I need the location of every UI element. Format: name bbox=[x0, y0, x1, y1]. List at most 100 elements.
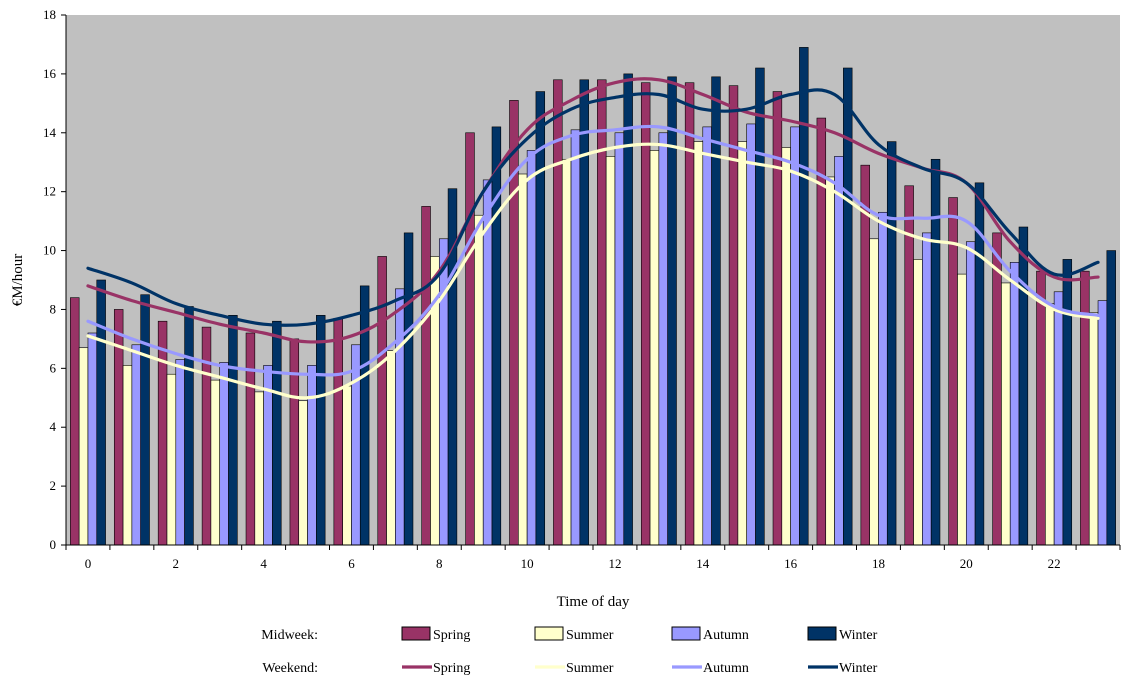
legend-swatch-midweek-winter bbox=[807, 626, 837, 641]
x-tick-label: 18 bbox=[872, 556, 885, 571]
y-tick-label: 0 bbox=[50, 537, 57, 552]
x-tick-label: 14 bbox=[696, 556, 710, 571]
bar-midweek-summer-16 bbox=[781, 147, 791, 546]
legend-label-midweek-summer: Summer bbox=[566, 628, 614, 643]
x-axis-title: Time of day bbox=[557, 594, 630, 610]
bar-midweek-winter-2 bbox=[184, 306, 194, 546]
y-axis-title: €M/hour bbox=[10, 254, 26, 307]
bar-midweek-summer-15 bbox=[737, 141, 748, 546]
y-tick-label: 4 bbox=[50, 419, 57, 434]
y-tick-label: 12 bbox=[43, 184, 56, 199]
bar-midweek-summer-13 bbox=[649, 150, 660, 546]
y-tick-layer: 0 2 4 6 8 10 12 14 16 18 bbox=[43, 7, 66, 552]
x-tick-label: 12 bbox=[608, 556, 621, 571]
bar-midweek-winter-11 bbox=[579, 79, 589, 546]
bar-midweek-winter-9 bbox=[491, 126, 502, 546]
plot-area bbox=[66, 15, 1120, 545]
bar-midweek-summer-9 bbox=[474, 214, 484, 546]
y-tick-label: 8 bbox=[50, 301, 57, 316]
bar-midweek-autumn-13 bbox=[658, 132, 668, 546]
bar-midweek-winter-10 bbox=[535, 91, 546, 546]
bar-midweek-summer-23 bbox=[1088, 312, 1099, 546]
legend-label-weekend-winter: Winter bbox=[839, 661, 878, 676]
bar-midweek-winter-14 bbox=[711, 76, 721, 546]
bar-midweek-spring-21 bbox=[992, 232, 1002, 546]
legend-label-midweek-spring: Spring bbox=[433, 628, 470, 643]
bar-midweek-summer-22 bbox=[1045, 303, 1055, 546]
bar-midweek-spring-8 bbox=[421, 206, 431, 546]
bar-midweek-summer-4 bbox=[254, 391, 264, 546]
bar-midweek-spring-13 bbox=[640, 82, 651, 546]
legend-midweek-label: Midweek: bbox=[261, 628, 318, 643]
bar-midweek-autumn-0 bbox=[87, 332, 98, 546]
legend-label-weekend-spring: Spring bbox=[433, 661, 470, 676]
bar-midweek-summer-10 bbox=[518, 173, 528, 546]
bar-midweek-spring-15 bbox=[728, 85, 739, 546]
bar-midweek-summer-12 bbox=[605, 156, 616, 546]
bar-midweek-spring-20 bbox=[948, 197, 958, 546]
x-tick-layer: 0 2 4 6 8 10 12 14 16 18 20 22 bbox=[65, 545, 1121, 571]
bar-midweek-winter-5 bbox=[316, 315, 326, 546]
legend: Midweek: Weekend: Spring Summer Autumn Wint… bbox=[261, 626, 878, 676]
bar-midweek-winter-21 bbox=[1018, 226, 1029, 546]
bar-midweek-autumn-6 bbox=[351, 344, 361, 546]
bar-midweek-autumn-12 bbox=[614, 132, 625, 546]
bar-midweek-summer-6 bbox=[342, 385, 352, 546]
bar-midweek-spring-5 bbox=[289, 338, 300, 546]
bar-midweek-autumn-7 bbox=[395, 288, 405, 546]
bar-midweek-winter-3 bbox=[228, 315, 238, 546]
legend-weekend-label: Weekend: bbox=[262, 661, 318, 676]
x-tick-label: 4 bbox=[260, 556, 267, 571]
bar-midweek-autumn-20 bbox=[965, 241, 976, 546]
legend-label-midweek-winter: Winter bbox=[839, 628, 878, 643]
bar-midweek-winter-6 bbox=[359, 285, 370, 546]
bar-midweek-autumn-22 bbox=[1053, 291, 1064, 546]
bar-midweek-autumn-3 bbox=[219, 362, 229, 546]
bar-midweek-autumn-11 bbox=[570, 129, 581, 546]
bar-midweek-autumn-5 bbox=[307, 365, 317, 546]
line-weekend-autumn bbox=[86, 124, 1100, 377]
x-tick-label: 22 bbox=[1048, 556, 1061, 571]
bar-midweek-summer-7 bbox=[386, 350, 396, 546]
bar-midweek-spring-4 bbox=[245, 332, 256, 546]
bar-midweek-winter-22 bbox=[1062, 259, 1073, 546]
bar-midweek-winter-0 bbox=[96, 279, 106, 546]
bar-midweek-autumn-1 bbox=[131, 344, 141, 546]
bar-midweek-winter-23 bbox=[1106, 250, 1116, 546]
bar-midweek-winter-4 bbox=[272, 320, 282, 546]
legend-swatch-midweek-summer bbox=[534, 626, 564, 641]
x-tick-label: 20 bbox=[960, 556, 973, 571]
y-tick-label: 16 bbox=[43, 66, 57, 81]
legend-swatch-midweek-spring bbox=[401, 626, 431, 641]
bar-midweek-autumn-2 bbox=[175, 359, 185, 546]
bar-midweek-winter-18 bbox=[886, 141, 897, 546]
bar-midweek-spring-7 bbox=[377, 256, 387, 546]
bar-midweek-summer-5 bbox=[298, 400, 308, 546]
bar-midweek-autumn-17 bbox=[834, 156, 844, 546]
bar-midweek-spring-0 bbox=[70, 297, 80, 546]
bar-midweek-autumn-23 bbox=[1097, 300, 1108, 546]
legend-label-weekend-summer: Summer bbox=[566, 661, 614, 676]
bar-midweek-winter-7 bbox=[403, 232, 414, 546]
bar-midweek-autumn-21 bbox=[1009, 262, 1020, 546]
bar-midweek-summer-0 bbox=[78, 347, 89, 546]
bar-midweek-winter-1 bbox=[140, 294, 150, 546]
bar-midweek-summer-19 bbox=[913, 259, 923, 546]
bar-midweek-spring-9 bbox=[465, 132, 475, 546]
x-tick-label: 0 bbox=[85, 556, 92, 571]
bar-midweek-summer-17 bbox=[825, 176, 835, 546]
x-tick-label: 2 bbox=[173, 556, 180, 571]
line-weekend-winter bbox=[86, 88, 1100, 327]
line-layer bbox=[86, 77, 1100, 400]
bar-midweek-summer-20 bbox=[957, 273, 967, 546]
bar-midweek-spring-22 bbox=[1036, 270, 1046, 546]
y-tick-label: 18 bbox=[43, 7, 56, 22]
bar-midweek-spring-18 bbox=[860, 164, 870, 546]
bar-midweek-winter-15 bbox=[755, 67, 765, 546]
bar-midweek-summer-11 bbox=[561, 158, 572, 546]
bar-midweek-autumn-10 bbox=[526, 150, 537, 546]
legend-label-weekend-autumn: Autumn bbox=[703, 661, 749, 676]
bar-midweek-spring-3 bbox=[201, 326, 212, 546]
legend-label-midweek-autumn: Autumn bbox=[703, 628, 749, 643]
